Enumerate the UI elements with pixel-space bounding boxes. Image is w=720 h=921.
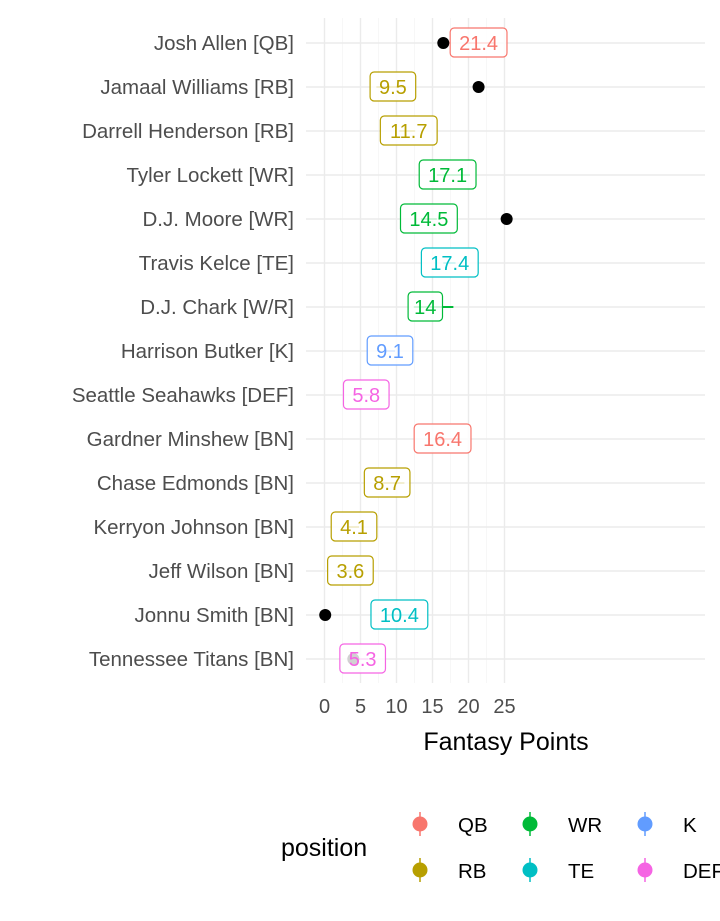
player-name-label: Jonnu Smith [BN] xyxy=(134,604,294,627)
legend-item: K xyxy=(637,812,697,837)
player-name-label: Darrell Henderson [RB] xyxy=(82,120,294,143)
x-tick-label: 10 xyxy=(385,696,407,718)
player-name-label: Josh Allen [QB] xyxy=(154,32,294,55)
legend-item: RB xyxy=(412,858,486,883)
legend-label: WR xyxy=(568,814,602,837)
legend-label: QB xyxy=(458,814,488,837)
projection-value-label: 4.1 xyxy=(340,517,368,539)
projection-label: 3.6 xyxy=(327,555,374,586)
legend-items: QB WR K RB TE DEF xyxy=(412,812,720,883)
projection-label: 16.4 xyxy=(413,423,472,454)
projection-label: 21.4 xyxy=(449,27,508,58)
legend-title: position xyxy=(281,834,367,862)
projection-value-label: 21.4 xyxy=(459,33,498,55)
projection-value-label: 8.7 xyxy=(373,473,401,495)
legend-item: WR xyxy=(522,812,602,837)
legend-item: QB xyxy=(412,812,488,837)
x-tick-label: 20 xyxy=(457,696,479,718)
projection-label-box xyxy=(379,115,438,146)
player-name-label: Tennessee Titans [BN] xyxy=(89,648,294,671)
x-tick-label: 15 xyxy=(421,696,443,718)
projection-label: 17.4 xyxy=(420,247,479,278)
projection-label-box xyxy=(342,379,390,410)
projection-value-label: 17.4 xyxy=(430,253,469,275)
player-name-label: Gardner Minshew [BN] xyxy=(87,428,294,451)
projection-label-box xyxy=(339,643,387,674)
projection-value-label: 5.8 xyxy=(352,385,380,407)
projection-value-label: 11.7 xyxy=(390,121,427,143)
y-axis-labels: Josh Allen [QB] Jamaal Williams [RB] Darre… xyxy=(72,32,294,671)
player-name-label: Tyler Lockett [WR] xyxy=(127,164,294,187)
projection-label: 4.1 xyxy=(330,511,378,542)
projection-value-label: 3.6 xyxy=(337,561,365,583)
x-tick-label: 25 xyxy=(493,696,515,718)
projection-label-box xyxy=(449,27,508,58)
projection-label-box xyxy=(330,511,378,542)
player-name-label: D.J. Moore [WR] xyxy=(143,208,295,231)
player-name-label: Jamaal Williams [RB] xyxy=(100,76,294,99)
actual-score-point xyxy=(437,37,450,49)
projection-label: 5.3 xyxy=(339,643,387,674)
projection-label: 14 xyxy=(407,291,444,322)
projection-label-box xyxy=(369,71,417,102)
projection-label: 14.5 xyxy=(399,203,458,234)
x-tick-label: 0 xyxy=(319,696,330,718)
x-axis-title: Fantasy Points xyxy=(423,728,588,756)
projection-label-box xyxy=(420,247,479,278)
projection-label-box xyxy=(327,555,374,586)
player-name-label: Harrison Butker [K] xyxy=(121,340,294,363)
legend-key-point xyxy=(522,862,538,878)
player-name-label: Seattle Seahawks [DEF] xyxy=(72,384,294,407)
legend-label: DEF xyxy=(683,860,720,883)
legend-item: TE xyxy=(522,858,594,883)
actual-score-point xyxy=(472,81,485,93)
legend-key-point xyxy=(522,816,538,832)
player-name-label: D.J. Chark [W/R] xyxy=(140,296,294,319)
projection-label-box xyxy=(418,159,477,190)
projection-label: 11.7 xyxy=(379,115,438,146)
legend-key-point xyxy=(412,862,428,878)
player-name-label: Jeff Wilson [BN] xyxy=(149,560,294,583)
actual-score-point xyxy=(500,213,513,225)
player-name-label: Kerryon Johnson [BN] xyxy=(93,516,294,539)
projection-label-box xyxy=(366,335,414,366)
projection-label: 9.1 xyxy=(366,335,414,366)
player-name-label: Chase Edmonds [BN] xyxy=(97,472,294,495)
projection-value-label: 17.1 xyxy=(428,165,467,187)
legend-key-point xyxy=(637,862,653,878)
player-name-label: Travis Kelce [TE] xyxy=(139,252,294,275)
projection-label-box xyxy=(399,203,458,234)
projection-label-box xyxy=(363,467,411,498)
projection-labels-layer: 21.4 9.5 11.717.1 14.5 17.4 14 9.1 5.8 16.4 8.74.… xyxy=(327,27,508,674)
legend-label: RB xyxy=(458,860,486,883)
legend: position QB WR K RB TE DEF xyxy=(281,812,720,883)
projection-label-box xyxy=(407,291,444,322)
grid xyxy=(306,18,705,683)
legend-key-point xyxy=(637,816,653,832)
projection-value-label: 9.5 xyxy=(379,77,407,99)
projection-value-label: 14 xyxy=(414,297,436,319)
projection-label-box xyxy=(413,423,472,454)
projection-value-label: 14.5 xyxy=(409,209,448,231)
x-tick-label: 5 xyxy=(355,696,366,718)
legend-item: DEF xyxy=(637,858,720,883)
projection-value-label: 5.3 xyxy=(349,649,377,671)
projection-label-box xyxy=(370,599,429,630)
projection-label: 10.4 xyxy=(370,599,429,630)
projection-label: 17.1 xyxy=(418,159,477,190)
legend-label: TE xyxy=(568,860,594,883)
projection-value-label: 16.4 xyxy=(423,429,462,451)
legend-label: K xyxy=(683,814,697,837)
projection-label: 5.8 xyxy=(342,379,390,410)
projection-label: 9.5 xyxy=(369,71,417,102)
projection-value-label: 10.4 xyxy=(380,605,419,627)
projection-label: 8.7 xyxy=(363,467,411,498)
projection-value-label: 9.1 xyxy=(376,341,404,363)
legend-key-point xyxy=(412,816,428,832)
x-axis-ticks: 0 5 10 15 20 25 xyxy=(319,696,516,718)
actual-score-point xyxy=(319,609,332,621)
